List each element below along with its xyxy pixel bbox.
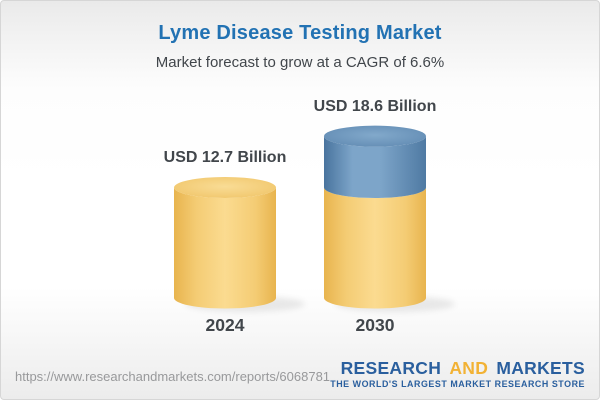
page-subtitle: Market forecast to grow at a CAGR of 6.6… [155, 54, 445, 71]
chart-header: Lyme Disease Testing Market Market forec… [1, 1, 599, 71]
logo-wordmark: RESEARCH AND MARKETS [330, 357, 585, 378]
x-axis-label-2024: 2024 [205, 315, 245, 335]
x-axis-label-2030: 2030 [355, 315, 395, 335]
page-title: Lyme Disease Testing Market [158, 22, 442, 44]
logo-word-and: AND [449, 357, 489, 378]
logo-word-markets: MARKETS [496, 357, 585, 378]
footer-bar: https://www.researchandmarkets.com/repor… [1, 343, 599, 399]
bar-value-label-2030: USD 18.6 Billion [313, 97, 437, 115]
report-url-text: https://www.researchandmarkets.com/repor… [15, 369, 331, 384]
logo-word-research: RESEARCH [340, 357, 442, 378]
logo-tagline: THE WORLD'S LARGEST MARKET RESEARCH STOR… [330, 379, 585, 389]
bar-value-label-2024: USD 12.7 Billion [163, 149, 287, 166]
research-and-markets-logo: RESEARCH AND MARKETS THE WORLD'S LARGEST… [330, 357, 585, 389]
